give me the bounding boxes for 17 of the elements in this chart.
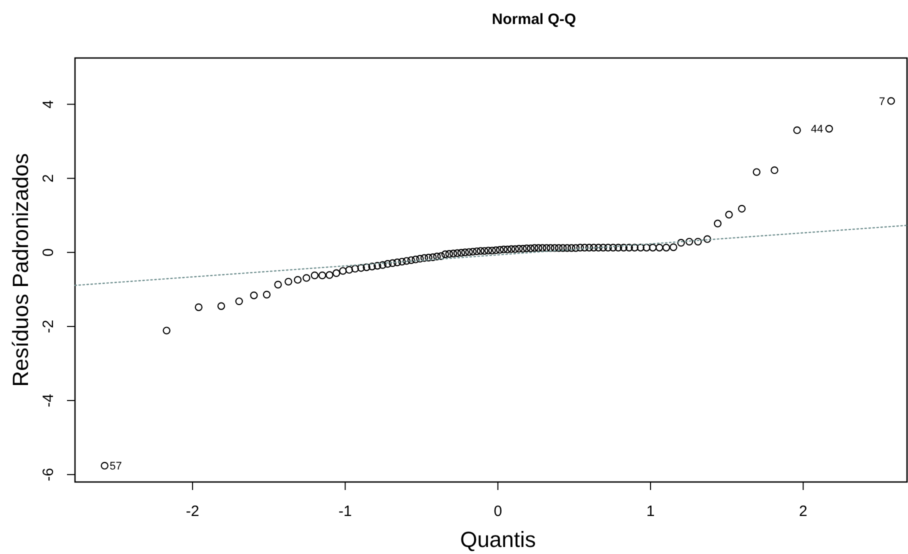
x-tick-label: 2 — [799, 503, 808, 520]
y-tick-label: -6 — [40, 468, 57, 482]
chart-title: Normal Q-Q — [492, 11, 576, 28]
x-tick-label: 0 — [494, 503, 502, 520]
y-axis-title: Resíduos Padronizados — [8, 153, 33, 387]
x-axis-title: Quantis — [460, 527, 536, 552]
y-tick-label: -2 — [40, 320, 57, 334]
y-tick-label: 4 — [40, 100, 57, 108]
annotation: 57 — [110, 460, 122, 473]
annotation: 7 — [879, 96, 886, 108]
y-tick-label: -4 — [40, 394, 57, 408]
y-tick-label: 0 — [40, 248, 57, 257]
y-tick-label: 2 — [40, 174, 57, 183]
annotation: 44 — [810, 124, 824, 136]
x-tick-label: -2 — [186, 503, 200, 520]
x-tick-label: 1 — [646, 503, 655, 520]
x-tick-label: -1 — [338, 503, 352, 520]
